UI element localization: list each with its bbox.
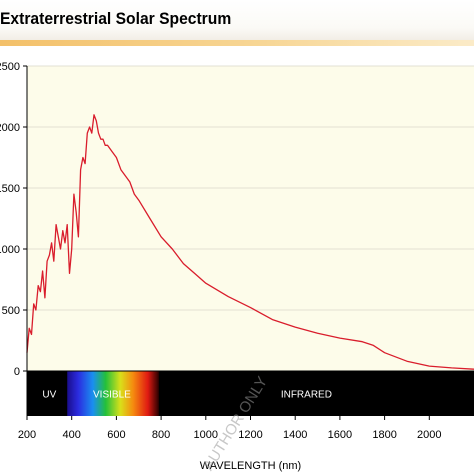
- x-tick-label: 1600: [328, 429, 352, 441]
- band-label-visible: VISIBLE: [93, 390, 131, 401]
- spectrum-band: UV VISIBLE INFRARED: [27, 371, 474, 416]
- band-label-uv: UV: [42, 390, 56, 401]
- y-tick-label: 2500: [0, 61, 20, 73]
- y-tick-label: 1000: [0, 244, 20, 256]
- y-tick-label: 2000: [0, 122, 20, 134]
- title-bar-accent-stripe: [0, 40, 474, 46]
- x-tick-label: 600: [107, 429, 125, 441]
- x-tick-label: 1800: [372, 429, 396, 441]
- band-label-infrared: INFRARED: [281, 390, 332, 401]
- y-tick-label: 500: [2, 305, 20, 317]
- y-tick-label: 1500: [0, 183, 20, 195]
- series-line-spectrum: [26, 114, 474, 370]
- visible-spectrum-gradient: [67, 371, 159, 416]
- x-axis-label: WAVELENGTH (nm): [200, 460, 301, 472]
- x-tick-label: 400: [63, 429, 81, 441]
- x-axis-ticks: 200 400 600 800 1000 1200 1400 1600 1800 2000: [18, 416, 442, 441]
- x-tick-label: 1200: [238, 429, 262, 441]
- plot-area: [27, 66, 474, 371]
- title-bar: Extraterrestrial Solar Spectrum: [0, 0, 474, 46]
- x-tick-label: 1000: [194, 429, 218, 441]
- solar-spectrum-chart: UV VISIBLE INFRARED 2500 2000 1500 1000 500 0…: [0, 61, 474, 474]
- x-tick-label: 800: [152, 429, 170, 441]
- y-axis-ticks: 2500 2000 1500 1000 500 0: [0, 61, 27, 378]
- x-tick-label: 2000: [417, 429, 441, 441]
- title-bar-background: [0, 0, 474, 40]
- x-tick-label: 1400: [283, 429, 307, 441]
- chart-title: Extraterrestrial Solar Spectrum: [0, 9, 232, 28]
- y-tick-label: 0: [14, 366, 20, 378]
- x-tick-label: 200: [18, 429, 36, 441]
